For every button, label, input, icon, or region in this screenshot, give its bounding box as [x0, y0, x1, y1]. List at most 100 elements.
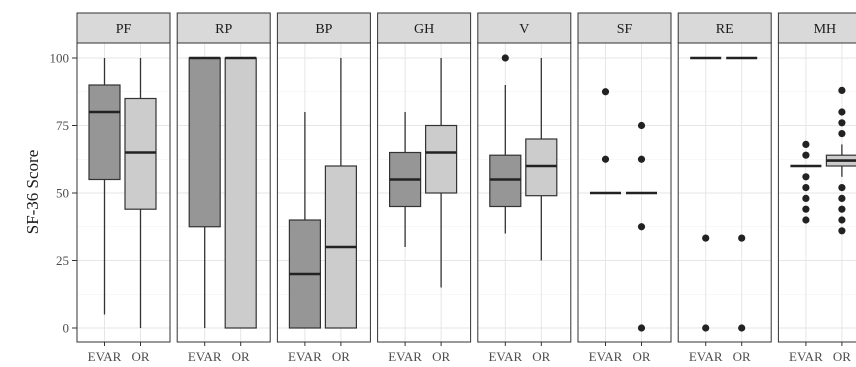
x-tick-label: EVAR — [488, 349, 522, 364]
x-tick-label: OR — [432, 349, 450, 364]
panel-border — [276, 42, 371, 343]
outlier-point — [802, 205, 810, 213]
outlier-point — [702, 324, 710, 332]
x-tick-label: EVAR — [388, 349, 422, 364]
outlier-point — [838, 119, 846, 127]
y-tick-label: 25 — [56, 253, 69, 268]
facet-panel-bp: BP EVAR OR — [276, 12, 371, 364]
box-or — [525, 58, 558, 261]
outlier-point — [838, 86, 846, 94]
outlier-point — [838, 205, 846, 213]
outlier-point — [637, 223, 646, 231]
outlier-point — [802, 216, 810, 224]
x-tick-label: OR — [131, 349, 149, 364]
box-evar — [690, 56, 722, 332]
box-evar — [288, 112, 321, 329]
facet-panel-mh: MH EVAR OR — [777, 12, 856, 364]
outlier-point — [838, 184, 846, 192]
facet-strip-label: GH — [414, 22, 434, 37]
x-tick-label: OR — [232, 349, 250, 364]
panel-border — [176, 42, 271, 343]
facet-panel-pf: PF EVAR OR — [76, 12, 171, 364]
box-evar — [590, 88, 621, 195]
box-or — [224, 56, 257, 329]
box-or — [425, 58, 458, 288]
box-evar — [489, 54, 522, 234]
x-tick-label: EVAR — [589, 349, 623, 364]
facet-strip-label: V — [519, 22, 529, 37]
x-tick-label: EVAR — [88, 349, 122, 364]
outlier-point — [838, 194, 846, 202]
box-or — [324, 58, 357, 329]
facet-strip — [176, 12, 271, 44]
panel-border — [677, 42, 772, 343]
facet-strip-label: SF — [617, 22, 633, 37]
outlier-point — [838, 130, 846, 138]
panel-border — [577, 42, 672, 343]
outlier-point — [738, 324, 746, 332]
x-tick-label: OR — [632, 349, 650, 364]
box-evar — [88, 58, 121, 315]
box-evar — [790, 140, 822, 224]
facet-strip — [577, 12, 672, 44]
x-tick-label: EVAR — [789, 349, 823, 364]
facet-strip-label: BP — [315, 22, 332, 37]
facet-strip-label: RE — [716, 22, 734, 37]
facet-panel-sf: SF EVAR OR — [577, 12, 672, 364]
y-tick-label: 50 — [56, 186, 69, 201]
outlier-point — [501, 54, 509, 62]
facet-panel-v: V EVAR OR — [477, 12, 572, 364]
outlier-point — [601, 155, 610, 163]
y-axis-title: SF-36 Score — [23, 150, 42, 235]
panel-border — [377, 42, 472, 343]
x-tick-label: EVAR — [689, 349, 723, 364]
facet-panel-gh: GH EVAR OR — [377, 12, 472, 364]
outlier-point — [802, 173, 810, 181]
outlier-point — [601, 88, 610, 96]
outlier-point — [838, 227, 846, 235]
box-or — [726, 56, 758, 332]
panel-border — [76, 42, 171, 343]
box-iqr — [489, 154, 522, 208]
facet-strip — [76, 12, 171, 44]
box-evar — [389, 112, 422, 247]
facet-strip-label: MH — [814, 22, 837, 37]
outlier-point — [802, 151, 810, 159]
box-iqr — [124, 97, 157, 210]
facet-strip-label: PF — [116, 22, 132, 37]
panel-border — [777, 42, 856, 343]
outlier-point — [738, 234, 746, 242]
box-iqr — [188, 57, 221, 228]
x-tick-label: OR — [532, 349, 550, 364]
y-tick-label: 100 — [50, 51, 70, 66]
outlier-point — [637, 155, 646, 163]
box-iqr — [224, 57, 257, 329]
x-tick-label: EVAR — [188, 349, 222, 364]
box-or — [124, 58, 157, 328]
outlier-point — [802, 140, 810, 148]
outlier-point — [802, 194, 810, 202]
facet-strip-label: RP — [215, 22, 232, 37]
box-iqr — [425, 124, 458, 194]
y-tick-label: 0 — [63, 321, 70, 336]
x-tick-label: OR — [332, 349, 350, 364]
facet-panel-re: RE EVAR OR — [677, 12, 772, 364]
panel-border — [477, 42, 572, 343]
box-or — [626, 121, 657, 332]
box-or — [825, 86, 856, 235]
outlier-point — [637, 324, 646, 332]
box-iqr — [525, 138, 558, 197]
outlier-point — [838, 216, 846, 224]
x-tick-label: OR — [733, 349, 751, 364]
x-tick-label: OR — [833, 349, 851, 364]
y-axis-ticks: 0 25 50 75 100 — [50, 51, 77, 336]
box-iqr — [88, 84, 121, 181]
outlier-point — [802, 184, 810, 192]
outlier-point — [838, 108, 846, 116]
x-tick-label: EVAR — [288, 349, 322, 364]
y-tick-label: 75 — [56, 118, 69, 133]
facet-panel-rp: RP EVAR OR — [176, 12, 271, 364]
outlier-point — [637, 121, 646, 130]
